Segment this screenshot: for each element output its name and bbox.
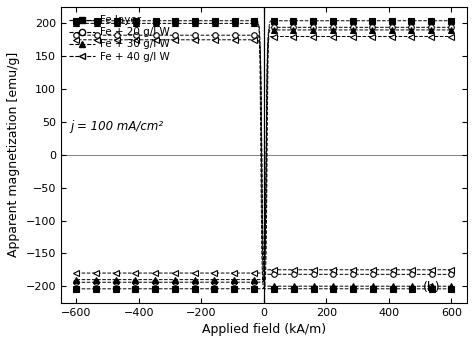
- Y-axis label: Apparent magnetization [emu/g]: Apparent magnetization [emu/g]: [7, 52, 20, 257]
- Text: (b): (b): [423, 281, 441, 294]
- X-axis label: Applied field (kA/m): Applied field (kA/m): [202, 323, 326, 336]
- Text: j = 100 mA/cm²: j = 100 mA/cm²: [70, 120, 164, 133]
- Legend: Fe layer, Fe + 20 g/l W, Fe + 30 g/l W, Fe + 40 g/l W: Fe layer, Fe + 20 g/l W, Fe + 30 g/l W, …: [66, 12, 173, 64]
